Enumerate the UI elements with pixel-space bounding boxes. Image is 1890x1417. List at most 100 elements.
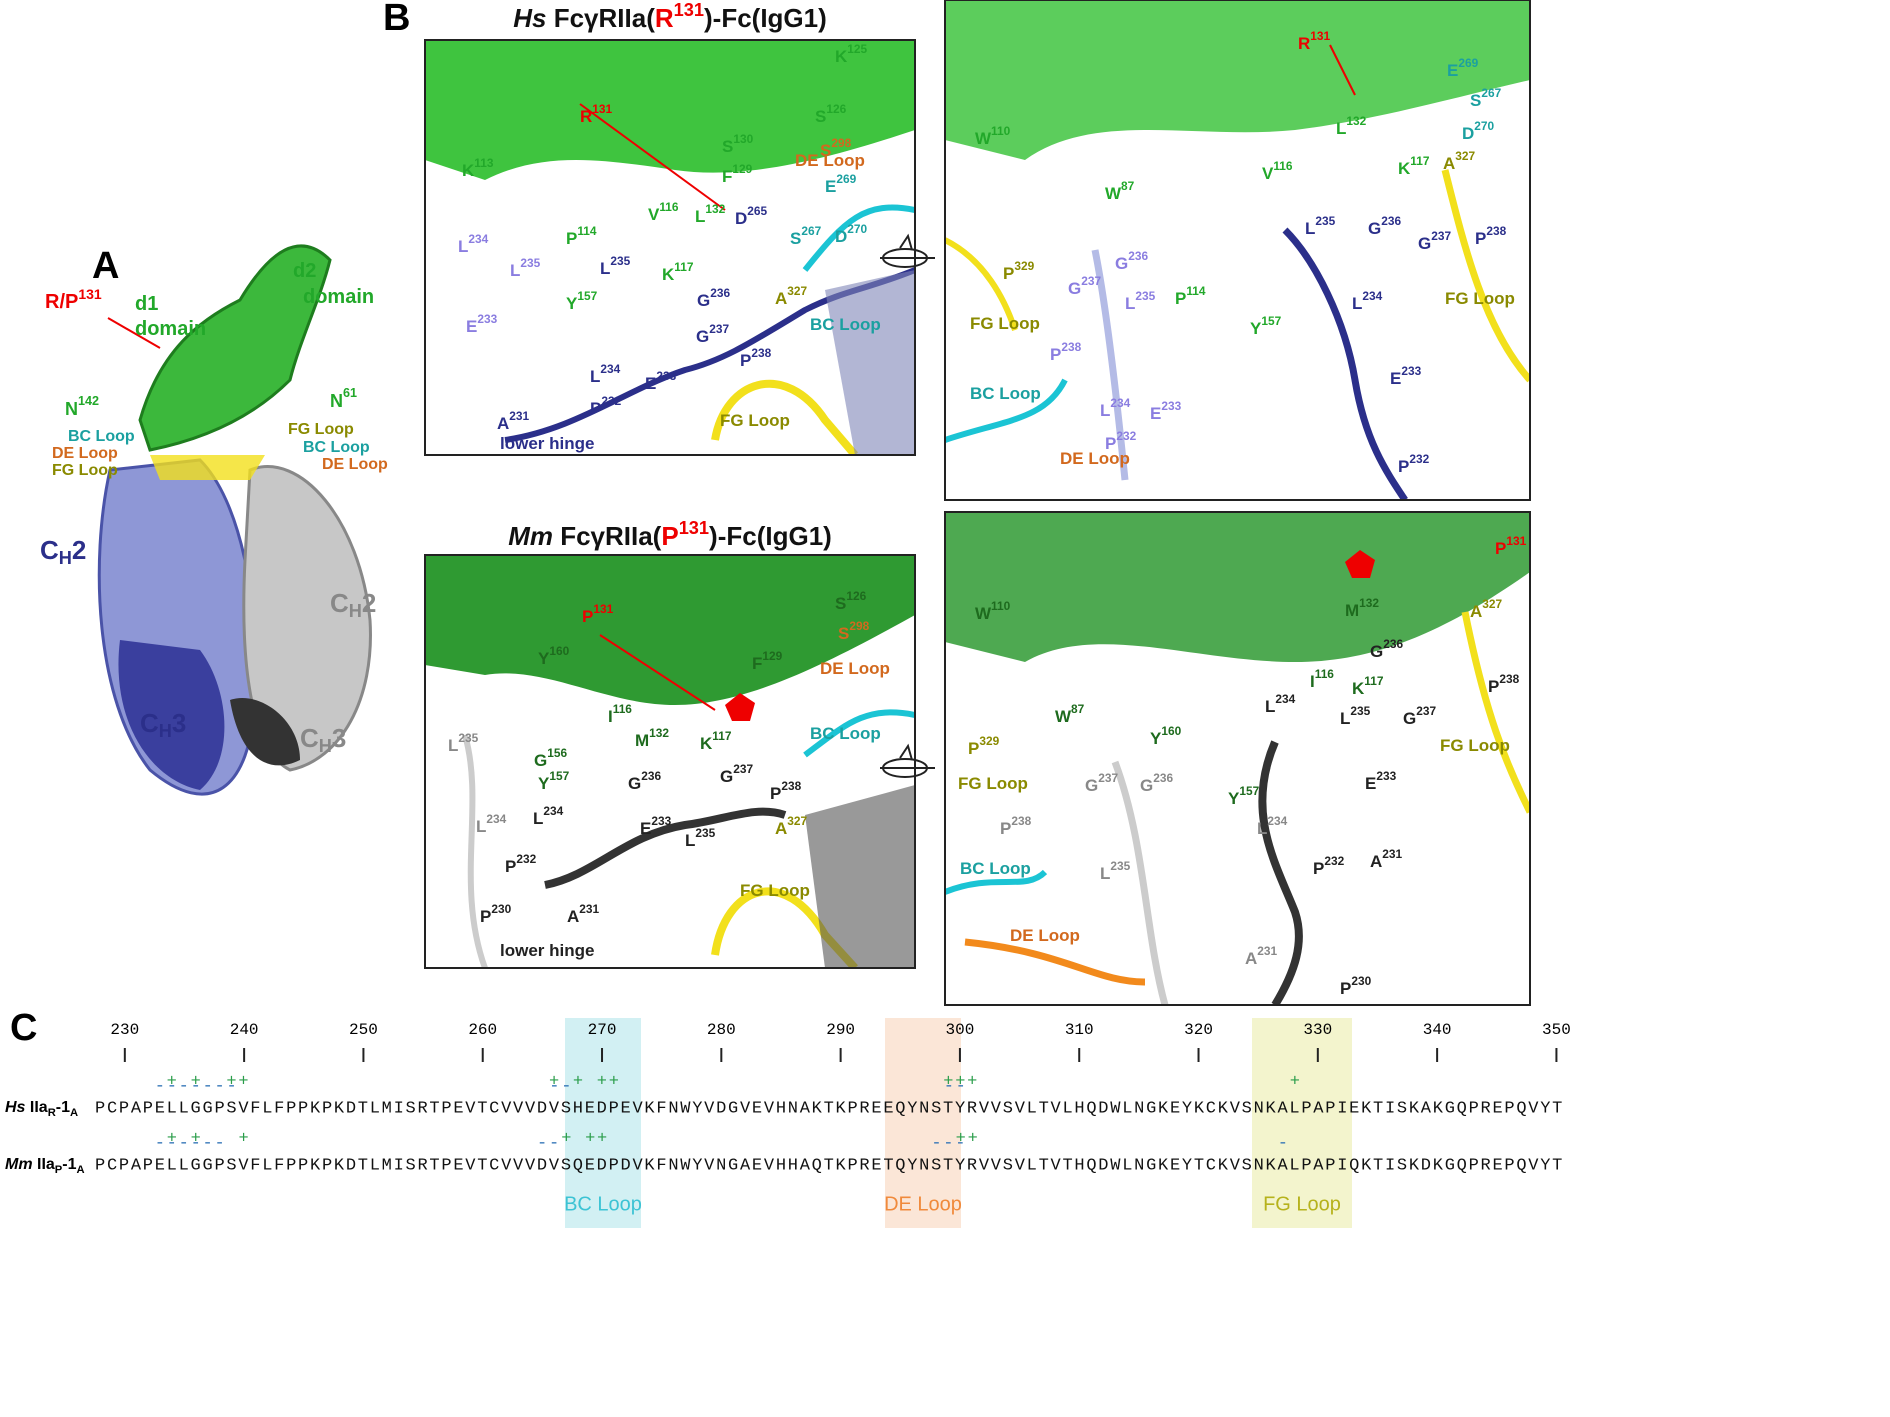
label-text: K	[835, 47, 848, 66]
residue-label: G236	[1368, 214, 1401, 238]
label-superscript: 157	[549, 769, 569, 783]
panel-letter: C	[10, 1007, 37, 1049]
label-text: DE Loop	[1010, 926, 1080, 945]
label-text: L	[1305, 219, 1315, 238]
residue-label: D270	[835, 222, 868, 246]
label-superscript: 270	[847, 222, 867, 236]
label-superscript: 126	[826, 102, 846, 116]
label-text: S	[820, 141, 831, 160]
label-superscript: 232	[1324, 854, 1344, 868]
label-text: P	[480, 907, 491, 926]
residue-label: G236	[628, 769, 661, 793]
residue-label: L235	[510, 256, 541, 280]
species: Hs	[513, 3, 546, 33]
residue-label: Y157	[538, 769, 570, 793]
residue-label: K117	[700, 729, 732, 753]
residue-label: CH2	[40, 535, 86, 568]
residue-label: L235	[685, 826, 716, 850]
residue-label: L234	[1257, 814, 1288, 838]
residue-label: K125	[835, 42, 868, 66]
label-superscript: 113	[474, 156, 494, 170]
label-text: C	[330, 588, 349, 618]
residue-label: lower hinge	[500, 941, 594, 960]
receptor: -1	[56, 1099, 70, 1116]
subscript: A	[70, 1107, 78, 1119]
label-text: P	[1175, 289, 1186, 308]
residue-label: FG Loop	[1440, 736, 1510, 755]
label-text: E	[1447, 61, 1458, 80]
residue-label: BC Loop	[960, 859, 1031, 878]
title-text: )-Fc(IgG1)	[704, 3, 827, 33]
label-superscript: 126	[846, 589, 866, 603]
residue-label: E233	[1150, 399, 1182, 423]
residue-label: G237	[720, 762, 753, 786]
residue-label: L235	[600, 254, 631, 278]
loop-label: FG Loop	[1263, 1193, 1341, 1215]
residue-label: P230	[480, 902, 512, 926]
label-superscript: 157	[1239, 784, 1259, 798]
label-text: E	[1390, 369, 1401, 388]
residue-label: Y157	[1250, 314, 1282, 338]
label-superscript: 110	[991, 124, 1011, 138]
residue-label: G236	[697, 286, 730, 310]
minus-marks: ------- -- --	[95, 1077, 966, 1096]
label-text: 3	[172, 708, 186, 738]
residue-label: BC Loop	[970, 384, 1041, 403]
label-superscript: 235	[520, 256, 540, 270]
residue-label: G237	[1068, 274, 1101, 298]
residue-label: lower hinge	[500, 434, 594, 453]
label-superscript: 236	[1128, 249, 1148, 263]
label-text: Y	[1250, 319, 1262, 338]
residue-label: V116	[648, 200, 679, 224]
label-superscript: 235	[1350, 704, 1370, 718]
structure-view	[425, 40, 915, 455]
label-superscript: 131	[1310, 29, 1330, 43]
label-text: P	[968, 739, 979, 758]
loop-highlight	[885, 1018, 961, 1228]
residue-label: P232	[505, 852, 537, 876]
label-text: A	[1470, 602, 1482, 621]
label-text: L	[476, 817, 486, 836]
residue-label: F129	[752, 649, 783, 673]
label-text: L	[458, 237, 468, 256]
residue-label: W110	[975, 599, 1011, 623]
receptor: IIa	[25, 1099, 47, 1116]
label-superscript: 232	[601, 394, 621, 408]
ruler-label: 330	[1303, 1021, 1332, 1039]
label-text: Y	[538, 774, 550, 793]
label-text: BC Loop	[970, 384, 1041, 403]
label-superscript: 232	[1409, 452, 1429, 466]
label-text: P	[1340, 979, 1351, 998]
label-text: M	[1345, 601, 1359, 620]
label-superscript: 116	[659, 200, 679, 214]
label-text: P	[1003, 264, 1014, 283]
label-text: A	[775, 289, 787, 308]
residue-label: DE Loop	[1010, 926, 1080, 945]
panel-a-structure	[97, 244, 372, 796]
label-text: S	[838, 624, 849, 643]
label-text: G	[1115, 254, 1128, 273]
residue-label: FG Loop	[52, 462, 118, 479]
label-text: E	[466, 317, 477, 336]
label-text: G	[1085, 776, 1098, 795]
residue-label: G237	[696, 322, 729, 346]
label-text: FG Loop	[740, 881, 810, 900]
label-superscript: 234	[1362, 289, 1382, 303]
label-superscript: 327	[1455, 149, 1475, 163]
residue-label: P114	[566, 224, 597, 248]
label-subscript: H	[349, 601, 362, 621]
residue-label: P232	[590, 394, 622, 418]
label-text: N	[330, 391, 343, 411]
label-superscript: 232	[1116, 429, 1136, 443]
label-text: W	[975, 129, 992, 148]
label-subscript: H	[59, 548, 72, 568]
residue-label: A327	[1470, 597, 1503, 621]
ruler-label: 310	[1065, 1021, 1094, 1039]
residue-label: S267	[1470, 86, 1502, 110]
label-superscript: 130	[733, 132, 753, 146]
residue-number: 131	[674, 0, 704, 20]
label-superscript: 233	[1376, 769, 1396, 783]
label-text: R/P	[45, 291, 78, 313]
label-superscript: 233	[1401, 364, 1421, 378]
species: Hs	[5, 1099, 26, 1116]
